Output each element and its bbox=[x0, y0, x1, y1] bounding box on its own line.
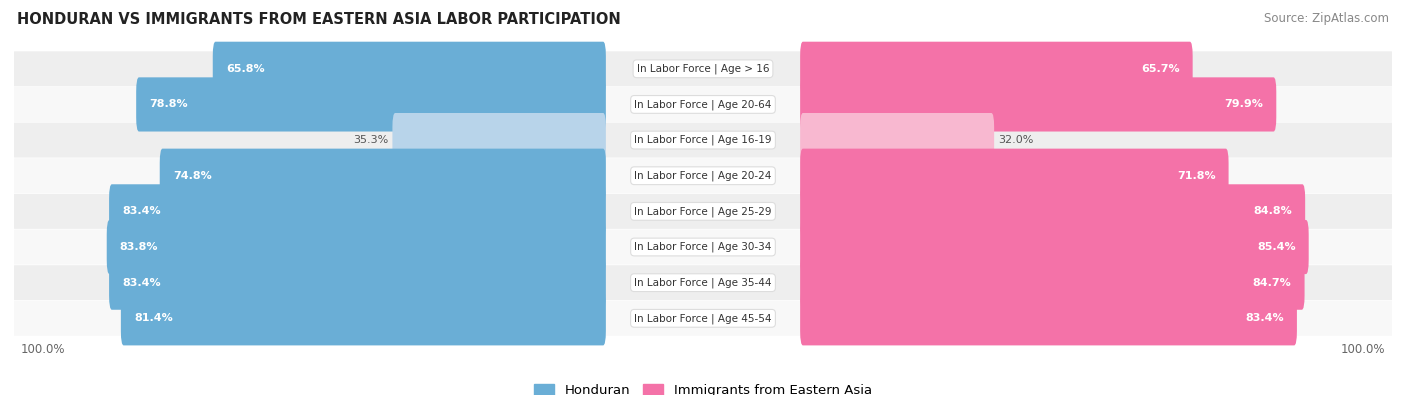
Text: 84.8%: 84.8% bbox=[1253, 206, 1292, 216]
Text: Source: ZipAtlas.com: Source: ZipAtlas.com bbox=[1264, 12, 1389, 25]
FancyBboxPatch shape bbox=[14, 158, 1392, 193]
Text: 79.9%: 79.9% bbox=[1225, 100, 1263, 109]
Text: HONDURAN VS IMMIGRANTS FROM EASTERN ASIA LABOR PARTICIPATION: HONDURAN VS IMMIGRANTS FROM EASTERN ASIA… bbox=[17, 12, 620, 27]
FancyBboxPatch shape bbox=[136, 77, 606, 132]
Text: In Labor Force | Age 16-19: In Labor Force | Age 16-19 bbox=[634, 135, 772, 145]
FancyBboxPatch shape bbox=[107, 220, 606, 274]
FancyBboxPatch shape bbox=[14, 51, 1392, 86]
FancyBboxPatch shape bbox=[212, 42, 606, 96]
FancyBboxPatch shape bbox=[800, 220, 1309, 274]
Text: In Labor Force | Age 35-44: In Labor Force | Age 35-44 bbox=[634, 277, 772, 288]
FancyBboxPatch shape bbox=[14, 122, 1392, 158]
FancyBboxPatch shape bbox=[800, 42, 1192, 96]
Legend: Honduran, Immigrants from Eastern Asia: Honduran, Immigrants from Eastern Asia bbox=[534, 384, 872, 395]
FancyBboxPatch shape bbox=[14, 229, 1392, 265]
FancyBboxPatch shape bbox=[14, 301, 1392, 336]
FancyBboxPatch shape bbox=[14, 265, 1392, 300]
Text: In Labor Force | Age > 16: In Labor Force | Age > 16 bbox=[637, 64, 769, 74]
FancyBboxPatch shape bbox=[800, 184, 1305, 239]
Text: 83.8%: 83.8% bbox=[120, 242, 159, 252]
Text: 65.8%: 65.8% bbox=[226, 64, 264, 74]
FancyBboxPatch shape bbox=[392, 113, 606, 167]
Text: 74.8%: 74.8% bbox=[173, 171, 211, 181]
Text: 32.0%: 32.0% bbox=[998, 135, 1033, 145]
FancyBboxPatch shape bbox=[800, 256, 1305, 310]
Text: 83.4%: 83.4% bbox=[1246, 313, 1284, 324]
Text: 84.7%: 84.7% bbox=[1253, 278, 1292, 288]
FancyBboxPatch shape bbox=[110, 256, 606, 310]
Text: In Labor Force | Age 25-29: In Labor Force | Age 25-29 bbox=[634, 206, 772, 216]
Text: 35.3%: 35.3% bbox=[353, 135, 388, 145]
Text: 83.4%: 83.4% bbox=[122, 278, 160, 288]
Text: In Labor Force | Age 30-34: In Labor Force | Age 30-34 bbox=[634, 242, 772, 252]
FancyBboxPatch shape bbox=[110, 184, 606, 239]
Text: 81.4%: 81.4% bbox=[134, 313, 173, 324]
Text: In Labor Force | Age 20-24: In Labor Force | Age 20-24 bbox=[634, 171, 772, 181]
FancyBboxPatch shape bbox=[14, 194, 1392, 229]
FancyBboxPatch shape bbox=[121, 291, 606, 345]
Text: In Labor Force | Age 45-54: In Labor Force | Age 45-54 bbox=[634, 313, 772, 324]
FancyBboxPatch shape bbox=[800, 291, 1296, 345]
Text: In Labor Force | Age 20-64: In Labor Force | Age 20-64 bbox=[634, 99, 772, 110]
FancyBboxPatch shape bbox=[800, 149, 1229, 203]
FancyBboxPatch shape bbox=[160, 149, 606, 203]
FancyBboxPatch shape bbox=[800, 113, 994, 167]
FancyBboxPatch shape bbox=[14, 87, 1392, 122]
Text: 83.4%: 83.4% bbox=[122, 206, 160, 216]
FancyBboxPatch shape bbox=[800, 77, 1277, 132]
Text: 85.4%: 85.4% bbox=[1257, 242, 1295, 252]
Text: 78.8%: 78.8% bbox=[149, 100, 188, 109]
Text: 100.0%: 100.0% bbox=[1340, 342, 1385, 356]
Text: 100.0%: 100.0% bbox=[21, 342, 66, 356]
Text: 71.8%: 71.8% bbox=[1177, 171, 1216, 181]
Text: 65.7%: 65.7% bbox=[1140, 64, 1180, 74]
